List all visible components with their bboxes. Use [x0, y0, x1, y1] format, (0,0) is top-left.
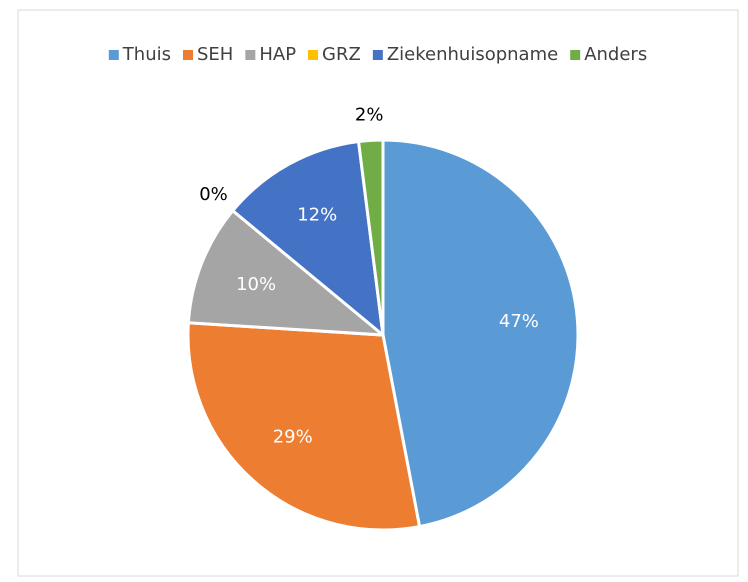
legend-swatch — [245, 50, 256, 60]
legend-swatch — [308, 50, 319, 60]
data-label: 12% — [297, 204, 337, 225]
legend-label: HAP — [259, 44, 296, 65]
pie-slice — [186, 209, 385, 337]
legend-label: GRZ — [322, 44, 361, 65]
legend-swatch — [372, 50, 383, 60]
legend-label: Anders — [584, 44, 647, 65]
data-label: 0% — [199, 184, 228, 205]
legend-swatch — [570, 50, 581, 60]
pie-slice — [231, 140, 385, 337]
legend-label: Thuis — [122, 44, 171, 65]
data-label: 2% — [355, 104, 384, 125]
legend-label: SEH — [197, 44, 233, 65]
pie-slice — [186, 321, 422, 532]
data-label: 29% — [273, 426, 313, 447]
pie-slice — [381, 138, 580, 529]
data-label: 10% — [236, 274, 276, 295]
pie-slice — [357, 138, 385, 337]
legend-label: Ziekenhuisopname — [387, 44, 558, 65]
legend-swatch — [183, 50, 193, 60]
data-label: 47% — [499, 311, 539, 332]
legend-swatch — [108, 50, 119, 60]
